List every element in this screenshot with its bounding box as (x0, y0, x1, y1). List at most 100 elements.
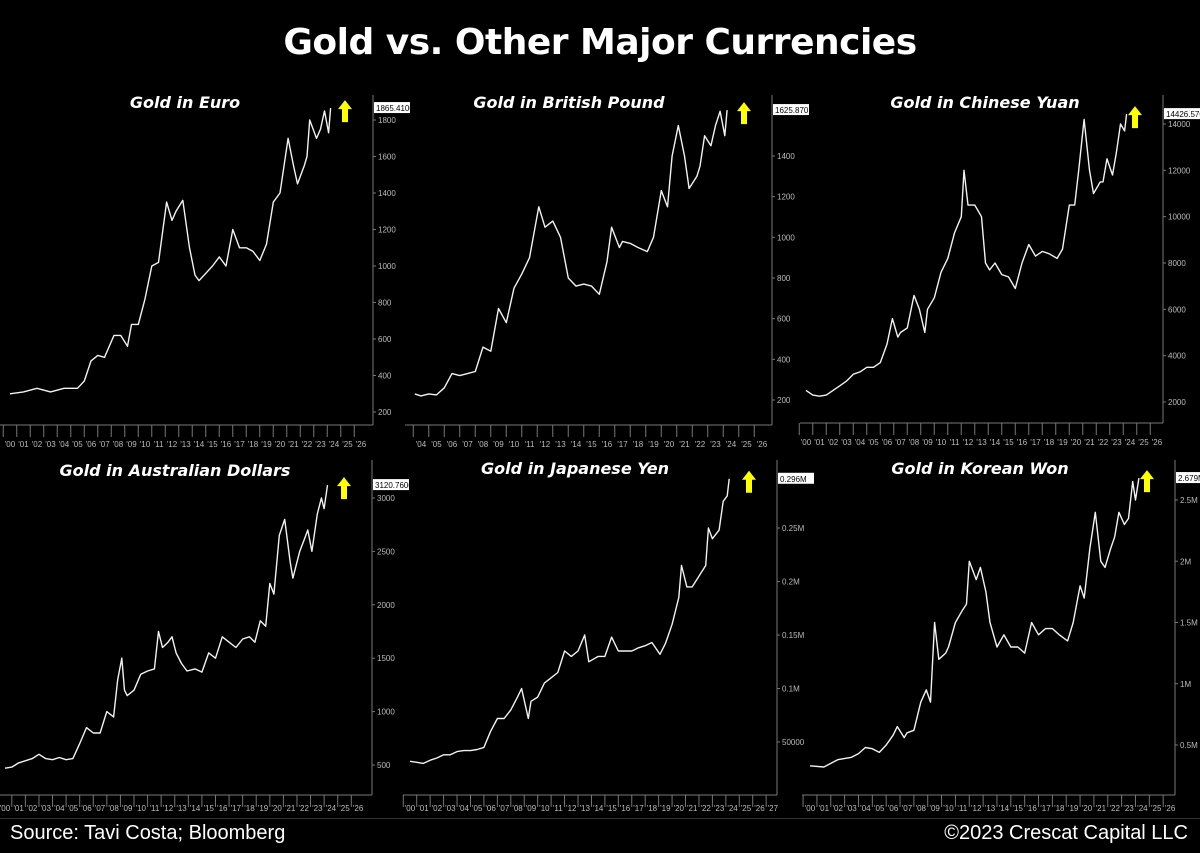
x-tick-label: '04 (59, 440, 70, 449)
y-tick-label: 10000 (1168, 213, 1191, 222)
x-tick-label: '20 (271, 804, 282, 813)
y-tick-label: 0.1M (782, 685, 800, 694)
x-tick-label: '09 (929, 804, 940, 813)
x-tick-label: '21 (288, 440, 299, 449)
panel-title-gold-in-korean-won: Gold in Korean Won (891, 459, 1068, 478)
up-arrow-icon (1128, 106, 1142, 129)
x-tick-label: '05 (431, 440, 442, 449)
x-tick-label: '19 (660, 804, 671, 813)
x-tick-label: '10 (539, 804, 550, 813)
x-tick-label: '14 (990, 438, 1001, 447)
x-tick-label: '21 (285, 804, 296, 813)
x-tick-label: '01 (814, 438, 825, 447)
x-tick-label: '18 (1054, 804, 1065, 813)
x-tick-label: '17 (234, 440, 245, 449)
x-tick-label: '16 (602, 440, 613, 449)
x-tick-label: '12 (167, 440, 178, 449)
last-value-box (374, 102, 410, 114)
y-tick-label: 1600 (378, 153, 396, 162)
x-tick-label: '02 (32, 440, 43, 449)
x-tick-label: '12 (963, 438, 974, 447)
x-tick-label: '04 (855, 438, 866, 447)
x-tick-label: '22 (1109, 804, 1120, 813)
x-tick-label: '20 (1082, 804, 1093, 813)
last-value-box (1164, 108, 1200, 120)
x-tick-label: '14 (999, 804, 1010, 813)
x-tick-label: '25 (342, 440, 353, 449)
x-tick-label: '07 (99, 440, 110, 449)
x-tick-label: '14 (190, 804, 201, 813)
x-tick-label: '26 (757, 440, 768, 449)
x-tick-label: '06 (81, 804, 92, 813)
panel-title-gold-in-chinese-yuan: Gold in Chinese Yuan (890, 93, 1079, 112)
x-tick-label: '09 (493, 440, 504, 449)
x-tick-label: '26 (754, 804, 765, 813)
x-tick-label: '01 (13, 804, 24, 813)
x-tick-label: '09 (922, 438, 933, 447)
x-tick-label: '14 (593, 804, 604, 813)
x-tick-label: '08 (512, 804, 523, 813)
y-tick-label: 0.5M (1180, 741, 1198, 750)
last-value-box (773, 104, 809, 116)
footer-divider (0, 818, 1200, 819)
x-tick-label: '02 (432, 804, 443, 813)
y-tick-label: 8000 (1168, 259, 1186, 268)
y-tick-label: 400 (378, 372, 392, 381)
x-tick-label: '09 (122, 804, 133, 813)
x-tick-label: '16 (1026, 804, 1037, 813)
x-tick-label: '15 (203, 804, 214, 813)
x-tick-label: '03 (41, 804, 52, 813)
x-tick-label: '13 (976, 438, 987, 447)
y-tick-label: 1200 (777, 193, 795, 202)
x-tick-label: '10 (936, 438, 947, 447)
y-tick-label: 2000 (1168, 398, 1186, 407)
x-tick-label: '12 (566, 804, 577, 813)
x-tick-label: '24 (326, 804, 337, 813)
x-tick-label: '02 (832, 804, 843, 813)
y-tick-label: 600 (777, 315, 791, 324)
x-tick-label: '22 (302, 440, 313, 449)
x-tick-label: '16 (620, 804, 631, 813)
x-tick-label: '17 (231, 804, 242, 813)
panel-title-gold-in-british-pound: Gold in British Pound (473, 93, 665, 112)
x-tick-label: '13 (176, 804, 187, 813)
x-tick-label: '21 (1084, 438, 1095, 447)
x-tick-label: '26 (1165, 804, 1176, 813)
x-tick-label: '03 (45, 440, 56, 449)
x-tick-label: '15 (586, 440, 597, 449)
x-tick-label: '26 (353, 804, 364, 813)
x-tick-label: '18 (248, 440, 259, 449)
x-tick-label: '03 (445, 804, 456, 813)
x-tick-label: '20 (664, 440, 675, 449)
x-tick-label: '03 (846, 804, 857, 813)
x-tick-label: '13 (985, 804, 996, 813)
x-tick-label: '12 (971, 804, 982, 813)
y-tick-label: 2M (1180, 557, 1191, 566)
y-tick-label: 14000 (1168, 120, 1191, 129)
y-tick-label: 600 (378, 335, 392, 344)
series-line-gold-in-euro (9, 108, 332, 395)
x-tick-label: '15 (1003, 438, 1014, 447)
y-tick-label: 1400 (378, 189, 396, 198)
x-tick-label: '12 (540, 440, 551, 449)
x-tick-label: '08 (478, 440, 489, 449)
up-arrow-icon (338, 100, 352, 123)
last-value-label: 1865.4100 (376, 104, 414, 113)
x-tick-label: '10 (136, 804, 147, 813)
x-tick-label: '05 (874, 804, 885, 813)
x-tick-label: '07 (902, 804, 913, 813)
x-tick-label: '14 (194, 440, 205, 449)
y-tick-label: 3000 (377, 494, 395, 503)
x-tick-label: '11 (553, 804, 563, 813)
y-tick-label: 1000 (777, 233, 795, 242)
x-tick-label: '10 (140, 440, 151, 449)
last-value-box (778, 472, 814, 484)
panel-title-gold-in-australian-dollars: Gold in Australian Dollars (60, 461, 291, 480)
x-tick-label: '07 (895, 438, 906, 447)
x-tick-label: '06 (888, 804, 899, 813)
x-tick-label: '10 (509, 440, 520, 449)
x-tick-label: '05 (868, 438, 879, 447)
x-tick-label: '19 (1057, 438, 1068, 447)
x-tick-label: '25 (741, 804, 752, 813)
x-tick-label: '08 (113, 440, 124, 449)
